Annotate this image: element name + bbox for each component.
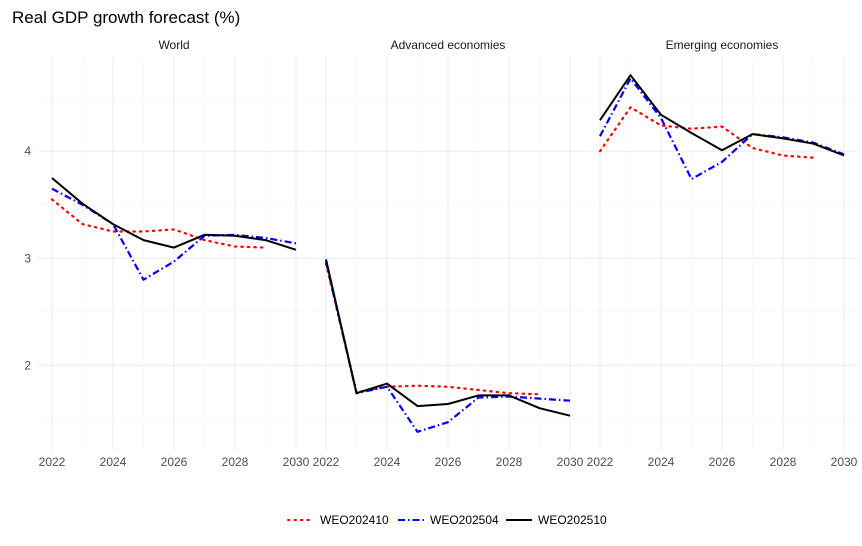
x-tick-label: 2028 [770,455,797,469]
series-line-weo202510 [599,74,845,157]
x-tick-label: 2022 [39,455,66,469]
panel-advanced-economies: Advanced economies 2022 2024 2026 2028 2030 [312,38,584,469]
x-tick-label: 2030 [557,455,584,469]
x-tick-label: 2022 [587,455,614,469]
x-tick-label: 2024 [648,455,675,469]
x-tick-label: 2022 [313,455,340,469]
panel-strip-title: Emerging economies [666,38,779,52]
series-line-weo202410 [598,106,815,159]
series-line-weo202410 [50,198,267,249]
x-tick-label: 2026 [435,455,462,469]
x-tick-label: 2024 [100,455,127,469]
series-line-weo202504 [599,77,845,181]
legend-label: WEO202504 [430,513,499,527]
panel-strip-title: Advanced economies [391,38,506,52]
panel-strip-title: World [158,38,189,52]
x-tick-label: 2030 [283,455,310,469]
y-tick-label: 4 [24,144,31,158]
x-tick-label: 2030 [831,455,858,469]
legend-label: WEO202410 [320,513,389,527]
x-tick-label: 2028 [222,455,249,469]
panel-world: World 2022 2024 2026 2028 2030 [38,38,310,469]
x-tick-label: 2026 [161,455,188,469]
legend: WEO202410 WEO202504 WEO202510 [287,513,607,527]
series-line-weo202510 [325,259,571,417]
x-tick-label: 2026 [709,455,736,469]
y-tick-label: 3 [24,251,31,265]
series-line-weo202510 [51,177,297,251]
x-tick-label: 2024 [374,455,401,469]
y-tick-label: 2 [24,358,31,372]
series-line-weo202504 [324,261,571,433]
chart-title: Real GDP growth forecast (%) [12,8,240,27]
legend-label: WEO202510 [538,513,607,527]
x-tick-label: 2028 [496,455,523,469]
series-line-weo202410 [324,262,541,396]
panel-emerging-economies: Emerging economies 2022 2024 2026 2028 2030 [586,38,858,469]
